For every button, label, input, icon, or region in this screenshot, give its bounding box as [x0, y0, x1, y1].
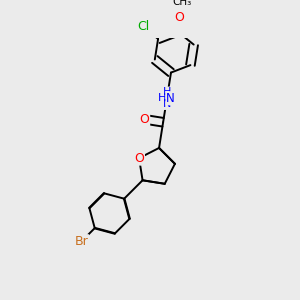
Text: N: N: [166, 92, 175, 105]
Text: Cl: Cl: [137, 20, 149, 33]
Text: O: O: [175, 11, 184, 24]
Text: CH₃: CH₃: [172, 0, 192, 7]
Text: Br: Br: [74, 235, 88, 248]
Text: O: O: [139, 113, 149, 126]
Text: H: H: [158, 93, 166, 103]
Text: O: O: [134, 152, 144, 165]
Text: H
N: H N: [163, 88, 171, 109]
